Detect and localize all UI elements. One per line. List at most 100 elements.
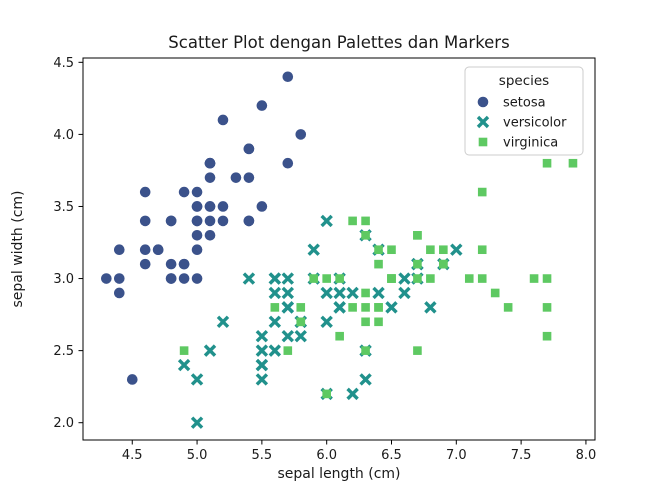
scatter-point (217, 201, 229, 212)
scatter-point (191, 215, 203, 227)
scatter-point (385, 301, 398, 314)
scatter-point (204, 157, 216, 169)
scatter-point (255, 373, 269, 386)
scatter-point (243, 215, 255, 227)
scatter-point (503, 303, 513, 312)
x-axis-label: sepal length (cm) (277, 466, 400, 482)
scatter-point (335, 331, 344, 341)
scatter-point (413, 259, 422, 269)
x-tick-label: 5.0 (187, 448, 208, 463)
scatter-point (179, 346, 189, 355)
scatter-points (101, 71, 578, 429)
scatter-point (398, 272, 411, 285)
scatter-point (177, 358, 191, 372)
y-tick-label: 3.5 (53, 200, 74, 215)
y-tick-label: 4.0 (53, 128, 74, 143)
scatter-point (424, 301, 437, 314)
scatter-point (191, 186, 203, 198)
scatter-point (178, 273, 190, 284)
scatter-point (542, 274, 552, 283)
legend-marker-virginica (478, 137, 488, 147)
legend: species setosa versicolor virginica (464, 66, 584, 156)
scatter-point (426, 245, 435, 255)
scatter-point (413, 274, 422, 283)
y-tick-label: 2.5 (53, 344, 74, 359)
scatter-point (191, 201, 203, 212)
scatter-point (359, 373, 372, 386)
scatter-point (426, 274, 435, 283)
scatter-point (242, 272, 256, 285)
scatter-point (230, 172, 242, 183)
legend-title: species (499, 73, 549, 89)
y-tick-label: 3.0 (53, 272, 74, 287)
scatter-point (282, 157, 294, 169)
scatter-point (307, 243, 320, 256)
scatter-point (204, 215, 216, 227)
scatter-point (256, 100, 268, 111)
scatter-point (204, 172, 216, 183)
y-tick-label: 4.5 (53, 56, 74, 71)
scatter-point (477, 274, 487, 283)
scatter-point (348, 303, 357, 312)
scatter-point (282, 71, 294, 83)
scatter-point (204, 201, 216, 212)
scatter-point (178, 258, 190, 270)
scatter-point (255, 358, 269, 372)
scatter-point (165, 273, 177, 284)
chart-title: Scatter Plot dengan Palettes dan Markers (168, 33, 509, 52)
scatter-point (477, 245, 487, 255)
scatter-point (139, 258, 151, 270)
scatter-point (374, 317, 383, 327)
scatter-point (152, 244, 164, 256)
legend-marker-setosa (477, 96, 489, 108)
scatter-point (450, 243, 463, 256)
x-tick-label: 6.0 (316, 448, 337, 463)
scatter-point (204, 230, 216, 241)
y-tick-label: 2.0 (53, 416, 74, 431)
scatter-point (361, 216, 370, 226)
scatter-point (374, 245, 383, 255)
scatter-point (126, 374, 138, 385)
scatter-point (190, 373, 204, 386)
scatter-point (281, 301, 295, 314)
scatter-point (348, 216, 357, 226)
scatter-point (243, 143, 255, 155)
scatter-point (542, 158, 552, 168)
scatter-point (203, 344, 217, 357)
scatter-point (361, 346, 370, 355)
scatter-point (477, 187, 487, 197)
plot-border (82, 57, 596, 441)
x-tick-label: 4.5 (122, 448, 143, 463)
scatter-point (361, 303, 370, 312)
scatter-point (346, 387, 359, 401)
scatter-point (320, 214, 333, 228)
axis-ticks: 4.5 5.0 5.5 6.0 6.5 7.0 7.5 8.0 2.0 2.5 3.0 3.5 4.0 4… (53, 56, 596, 463)
scatter-point (439, 259, 448, 269)
scatter-point (335, 274, 344, 283)
x-tick-label: 7.0 (446, 448, 467, 463)
scatter-point (217, 114, 229, 126)
scatter-point (139, 244, 151, 256)
scatter-point (320, 286, 333, 300)
scatter-point (191, 273, 203, 284)
scatter-point (165, 258, 177, 270)
scatter-point (217, 215, 229, 227)
scatter-point (309, 274, 319, 283)
scatter-point (268, 272, 282, 285)
scatter-point (542, 331, 552, 341)
scatter-point (439, 245, 448, 255)
scatter-point (295, 129, 307, 140)
scatter-point (283, 346, 293, 355)
scatter-point (322, 274, 331, 283)
scatter-point (542, 303, 552, 312)
scatter-point (268, 344, 282, 357)
scatter-point (296, 303, 306, 312)
scatter-point (165, 215, 177, 227)
scatter-point (216, 315, 230, 328)
x-tick-label: 8.0 (576, 448, 597, 463)
x-tick-label: 5.5 (252, 448, 273, 463)
scatter-point (255, 344, 269, 357)
scatter-point (374, 259, 383, 269)
